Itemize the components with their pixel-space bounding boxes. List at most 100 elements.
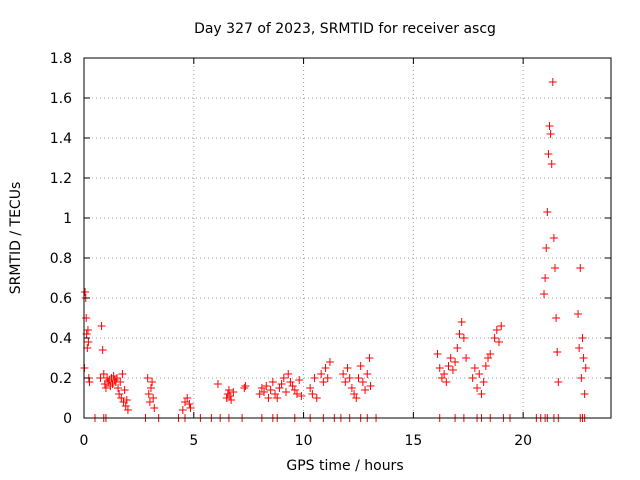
data-point <box>554 378 563 386</box>
data-point <box>123 406 132 414</box>
data-point <box>292 390 301 398</box>
data-point <box>549 234 558 242</box>
data-point <box>297 392 306 400</box>
x-tick-label: 20 <box>514 433 532 449</box>
y-tick-label: 0 <box>63 411 72 427</box>
data-point <box>492 326 501 334</box>
data-point <box>484 354 493 362</box>
data-point <box>114 384 123 392</box>
data-point <box>121 402 130 410</box>
data-point <box>277 380 286 388</box>
data-point <box>290 386 299 394</box>
data-point <box>363 370 372 378</box>
data-point <box>150 404 159 412</box>
data-point <box>486 350 495 358</box>
data-point <box>317 370 326 378</box>
data-point <box>477 390 486 398</box>
data-point <box>343 364 352 372</box>
data-point <box>437 374 446 382</box>
data-point <box>448 366 457 374</box>
data-point <box>241 382 250 390</box>
data-point <box>580 390 589 398</box>
data-point <box>284 370 293 378</box>
y-tick-label: 1.8 <box>50 51 72 67</box>
data-point <box>468 374 477 382</box>
data-point <box>540 290 549 298</box>
data-point <box>282 388 291 396</box>
data-point <box>350 390 359 398</box>
data-point <box>222 394 231 402</box>
data-point <box>341 378 350 386</box>
data-point <box>178 406 187 414</box>
data-point <box>495 338 504 346</box>
data-point <box>308 390 317 398</box>
data-point <box>435 364 444 372</box>
data-point <box>319 378 328 386</box>
x-tick-label: 0 <box>80 433 89 449</box>
data-point <box>240 384 249 392</box>
data-point <box>490 334 499 342</box>
y-tick-label: 1.6 <box>50 91 72 107</box>
data-point <box>339 370 348 378</box>
y-tick-label: 1.4 <box>50 131 72 147</box>
data-point <box>295 376 304 384</box>
data-point <box>100 380 109 388</box>
data-point <box>481 362 490 370</box>
data-point <box>260 388 269 396</box>
data-point <box>99 370 108 378</box>
x-tick-label: 15 <box>404 433 422 449</box>
data-point <box>122 396 131 404</box>
data-point <box>306 384 315 392</box>
data-point <box>213 380 222 388</box>
data-point <box>101 384 110 392</box>
data-point <box>323 374 332 382</box>
data-point <box>433 350 442 358</box>
data-point <box>81 288 90 296</box>
data-point <box>83 344 92 352</box>
data-point <box>462 354 471 362</box>
data-point <box>576 264 585 272</box>
data-point <box>497 322 506 330</box>
data-point <box>356 362 365 370</box>
data-point <box>547 160 556 168</box>
data-point <box>578 334 587 342</box>
data-point <box>229 388 238 396</box>
data-point <box>149 394 158 402</box>
data-point <box>186 404 195 412</box>
data-point <box>325 358 334 366</box>
data-point <box>453 344 462 352</box>
data-point <box>224 386 233 394</box>
data-point <box>98 346 107 354</box>
y-tick-label: 0.6 <box>50 291 72 307</box>
data-point <box>459 334 468 342</box>
data-point <box>470 364 479 372</box>
data-point <box>266 386 275 394</box>
data-point <box>366 382 375 390</box>
data-point <box>444 362 453 370</box>
data-point <box>181 398 190 406</box>
data-point <box>118 370 127 378</box>
data-point <box>145 398 154 406</box>
data-point <box>354 374 363 382</box>
x-tick-label: 10 <box>295 433 313 449</box>
data-point <box>116 378 125 386</box>
data-point <box>257 384 266 392</box>
data-point <box>109 372 118 380</box>
data-point <box>577 374 586 382</box>
data-point <box>120 386 129 394</box>
data-point <box>115 390 124 398</box>
data-point <box>262 382 271 390</box>
data-point <box>271 390 280 398</box>
data-point <box>143 374 152 382</box>
data-point <box>575 344 584 352</box>
data-point <box>352 394 361 402</box>
y-tick-label: 0.4 <box>50 331 72 347</box>
data-point <box>310 374 319 382</box>
data-point <box>455 330 464 338</box>
data-point <box>144 390 153 398</box>
data-point <box>264 394 273 402</box>
data-point <box>365 354 374 362</box>
chart-title: Day 327 of 2023, SRMTID for receiver asc… <box>194 21 496 37</box>
data-point <box>361 386 370 394</box>
